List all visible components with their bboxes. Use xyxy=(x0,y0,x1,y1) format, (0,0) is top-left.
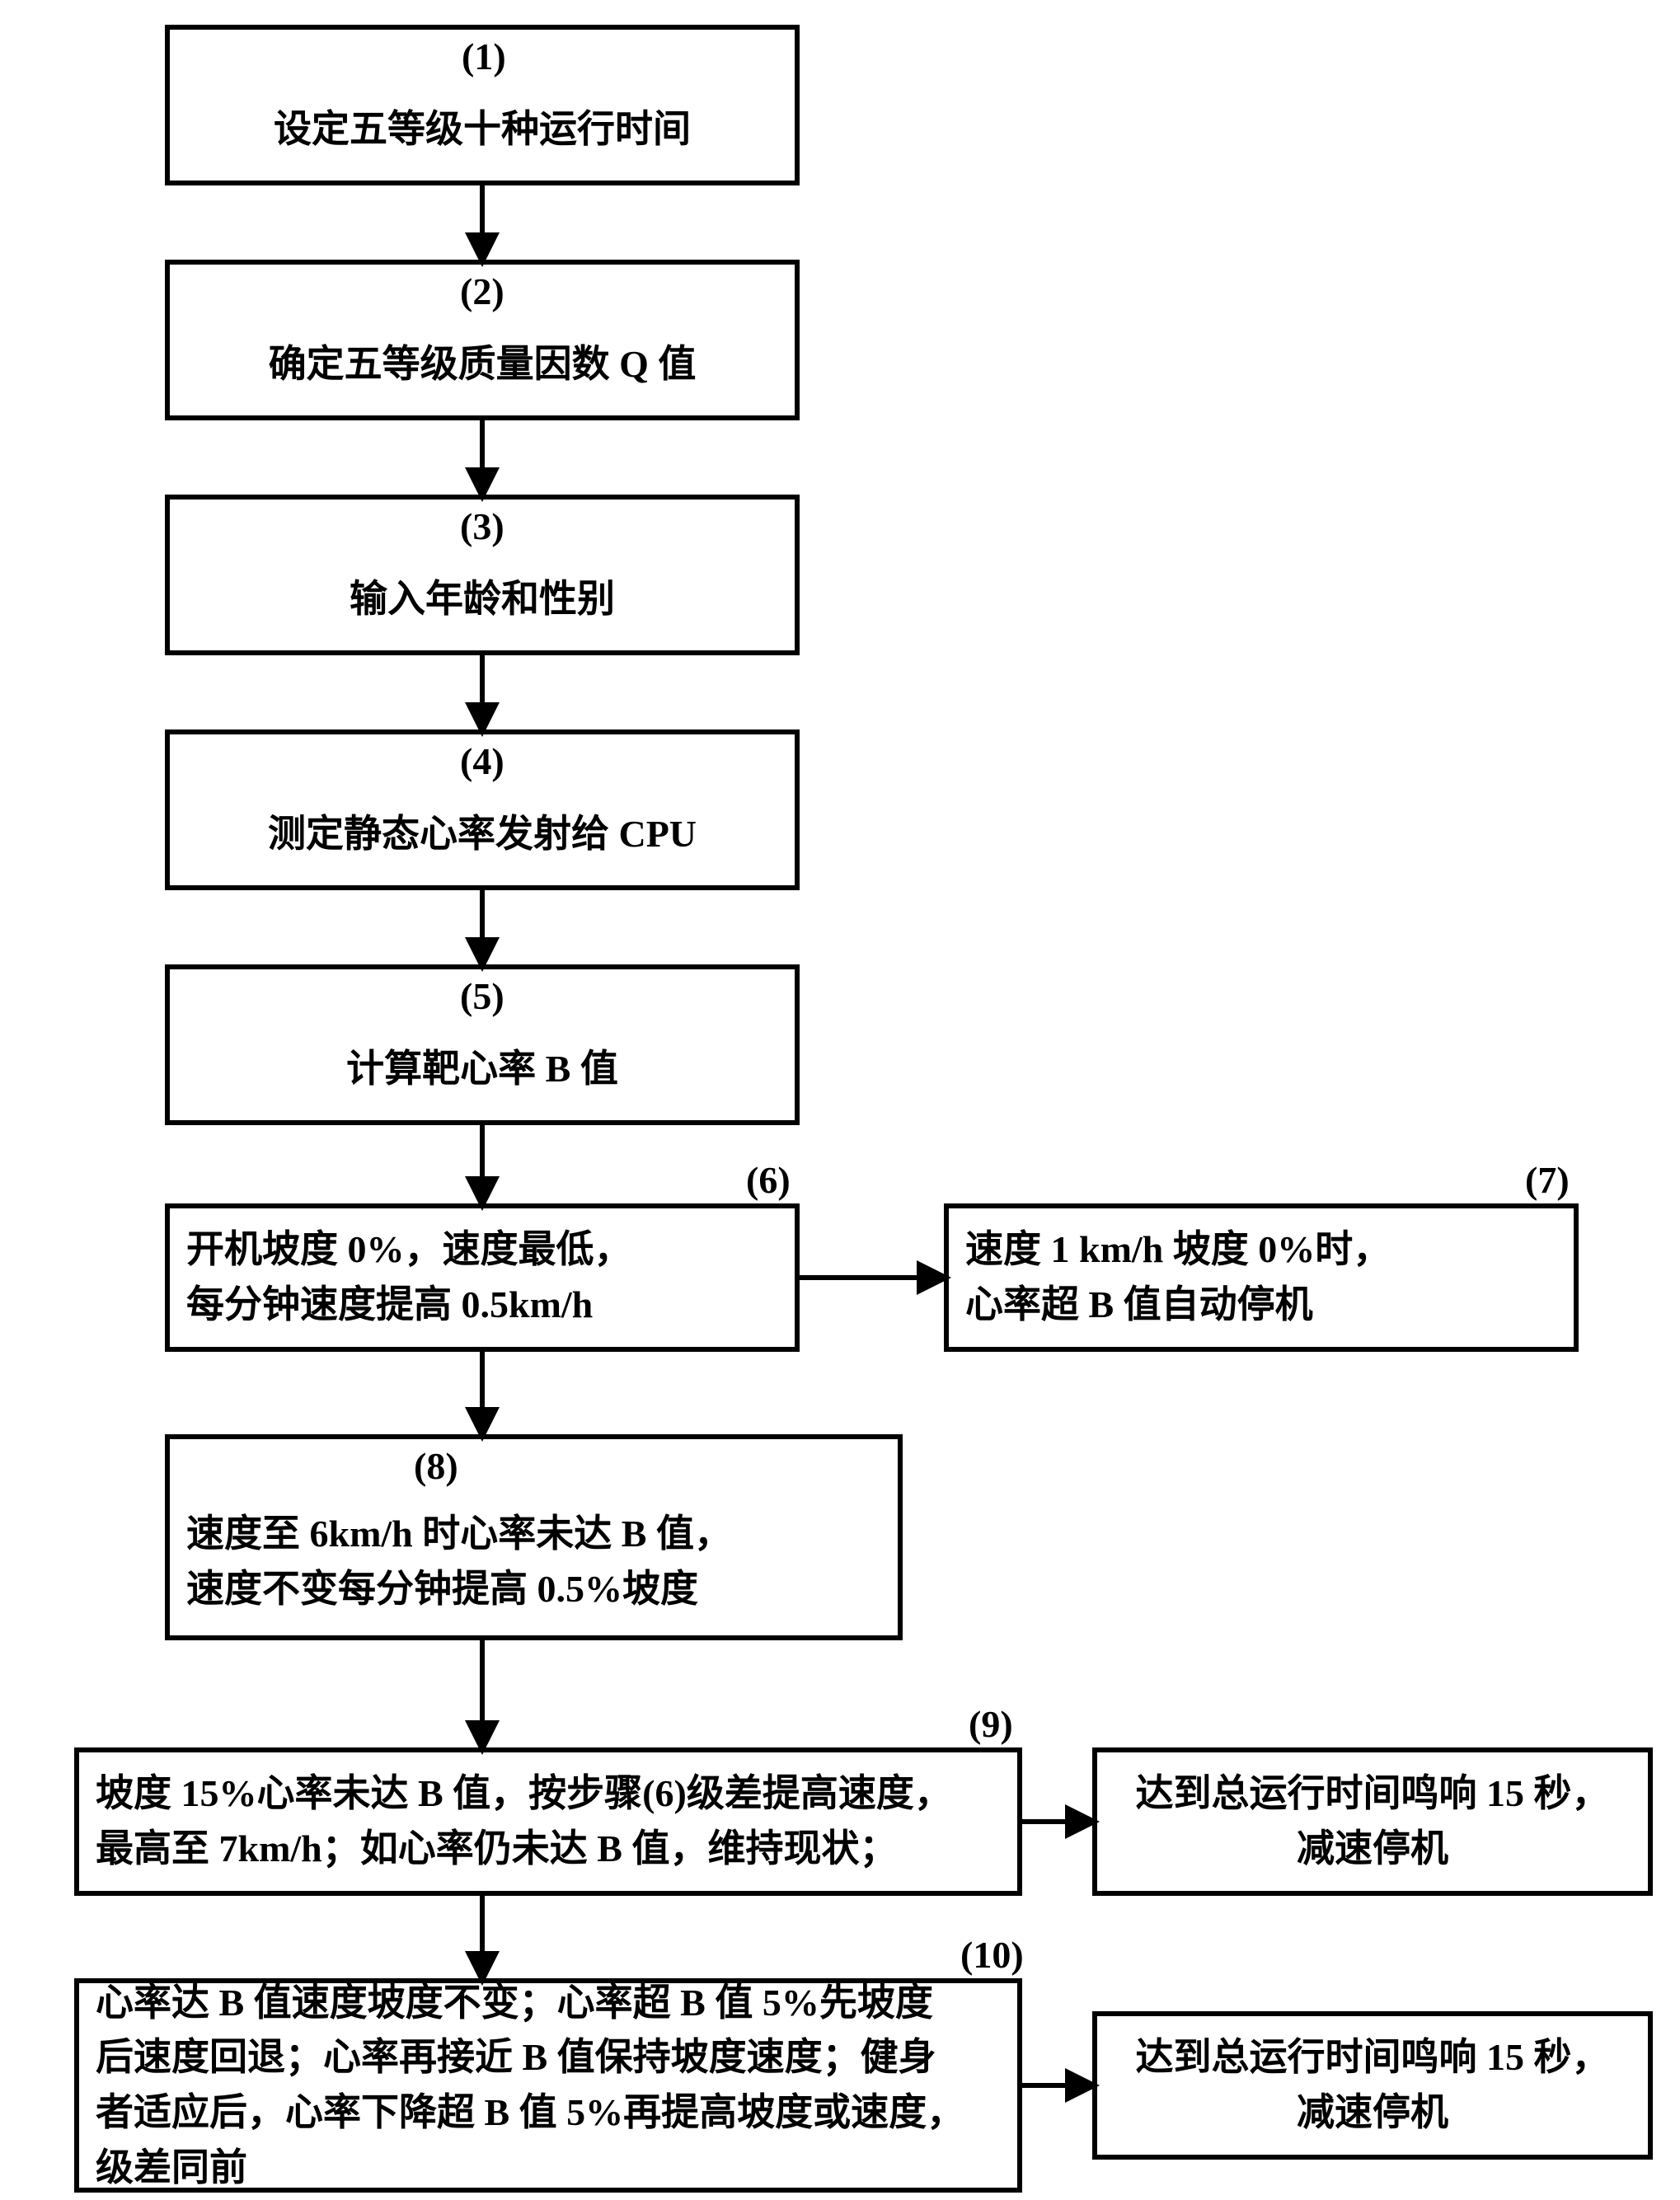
flow-step-7: 速度 1 km/h 坡度 0%时，心率超 B 值自动停机 xyxy=(944,1203,1579,1352)
step-number-1: (1) xyxy=(462,35,506,78)
step-number-7: (7) xyxy=(1525,1158,1570,1202)
step-text-line: 减速停机 xyxy=(1297,1822,1448,1877)
step-number-8: (8) xyxy=(414,1444,458,1488)
step-text-line: 设定五等级十种运行时间 xyxy=(274,102,691,157)
step-number-10: (10) xyxy=(960,1933,1024,1977)
step-text-line: 坡度 15%心率未达 B 值，按步骤(6)级差提高速度， xyxy=(96,1766,952,1822)
step-text-line: 输入年龄和性别 xyxy=(350,572,615,627)
step-text-line: 达到总运行时间鸣响 15 秒， xyxy=(1136,2030,1610,2085)
step-text-line: 达到总运行时间鸣响 15 秒， xyxy=(1136,1766,1610,1822)
step-text-line: 减速停机 xyxy=(1297,2085,1448,2141)
step-text-line: 心率超 B 值自动停机 xyxy=(965,1278,1313,1333)
step-text-line: 级差同前 xyxy=(96,2141,247,2196)
flow-step-9: 坡度 15%心率未达 B 值，按步骤(6)级差提高速度，最高至 7km/h；如心… xyxy=(74,1747,1022,1896)
flow-step-6: 开机坡度 0%，速度最低，每分钟速度提高 0.5km/h xyxy=(165,1203,800,1352)
step-text-line: 计算靶心率 B 值 xyxy=(346,1042,618,1097)
step-text-line: 速度至 6km/h 时心率未达 B 值， xyxy=(186,1507,732,1562)
step-number-6: (6) xyxy=(746,1158,791,1202)
step-text-line: 速度不变每分钟提高 0.5%坡度 xyxy=(186,1562,698,1617)
step-text-line: 者适应后，心率下降超 B 值 5%再提高坡度或速度， xyxy=(96,2085,964,2141)
step-text-line: 开机坡度 0%，速度最低， xyxy=(186,1222,632,1278)
step-number-5: (5) xyxy=(460,974,504,1018)
step-number-9: (9) xyxy=(969,1702,1013,1746)
step-number-2: (2) xyxy=(460,270,504,313)
step-text-line: 测定静态心率发射给 CPU xyxy=(268,807,697,862)
flow-step-10: 心率达 B 值速度坡度不变；心率超 B 值 5%先坡度后速度回退；心率再接近 B… xyxy=(74,1978,1022,2193)
step-number-4: (4) xyxy=(460,739,504,783)
step-text-line: 速度 1 km/h 坡度 0%时， xyxy=(965,1222,1391,1278)
step-number-3: (3) xyxy=(460,504,504,548)
step-text-line: 后速度回退；心率再接近 B 值保持坡度速度；健身 xyxy=(96,2030,936,2085)
step-text-line: 每分钟速度提高 0.5km/h xyxy=(186,1278,593,1333)
step-text-line: 确定五等级质量因数 Q 值 xyxy=(269,337,697,392)
flow-step-8: 速度至 6km/h 时心率未达 B 值，速度不变每分钟提高 0.5%坡度 xyxy=(165,1434,903,1640)
flow-step-9-result: 达到总运行时间鸣响 15 秒，减速停机 xyxy=(1092,1747,1653,1896)
flow-step-10-result: 达到总运行时间鸣响 15 秒，减速停机 xyxy=(1092,2011,1653,2160)
step-text-line: 心率达 B 值速度坡度不变；心率超 B 值 5%先坡度 xyxy=(96,1976,933,2031)
step-text-line: 最高至 7km/h；如心率仍未达 B 值，维持现状； xyxy=(96,1822,897,1877)
